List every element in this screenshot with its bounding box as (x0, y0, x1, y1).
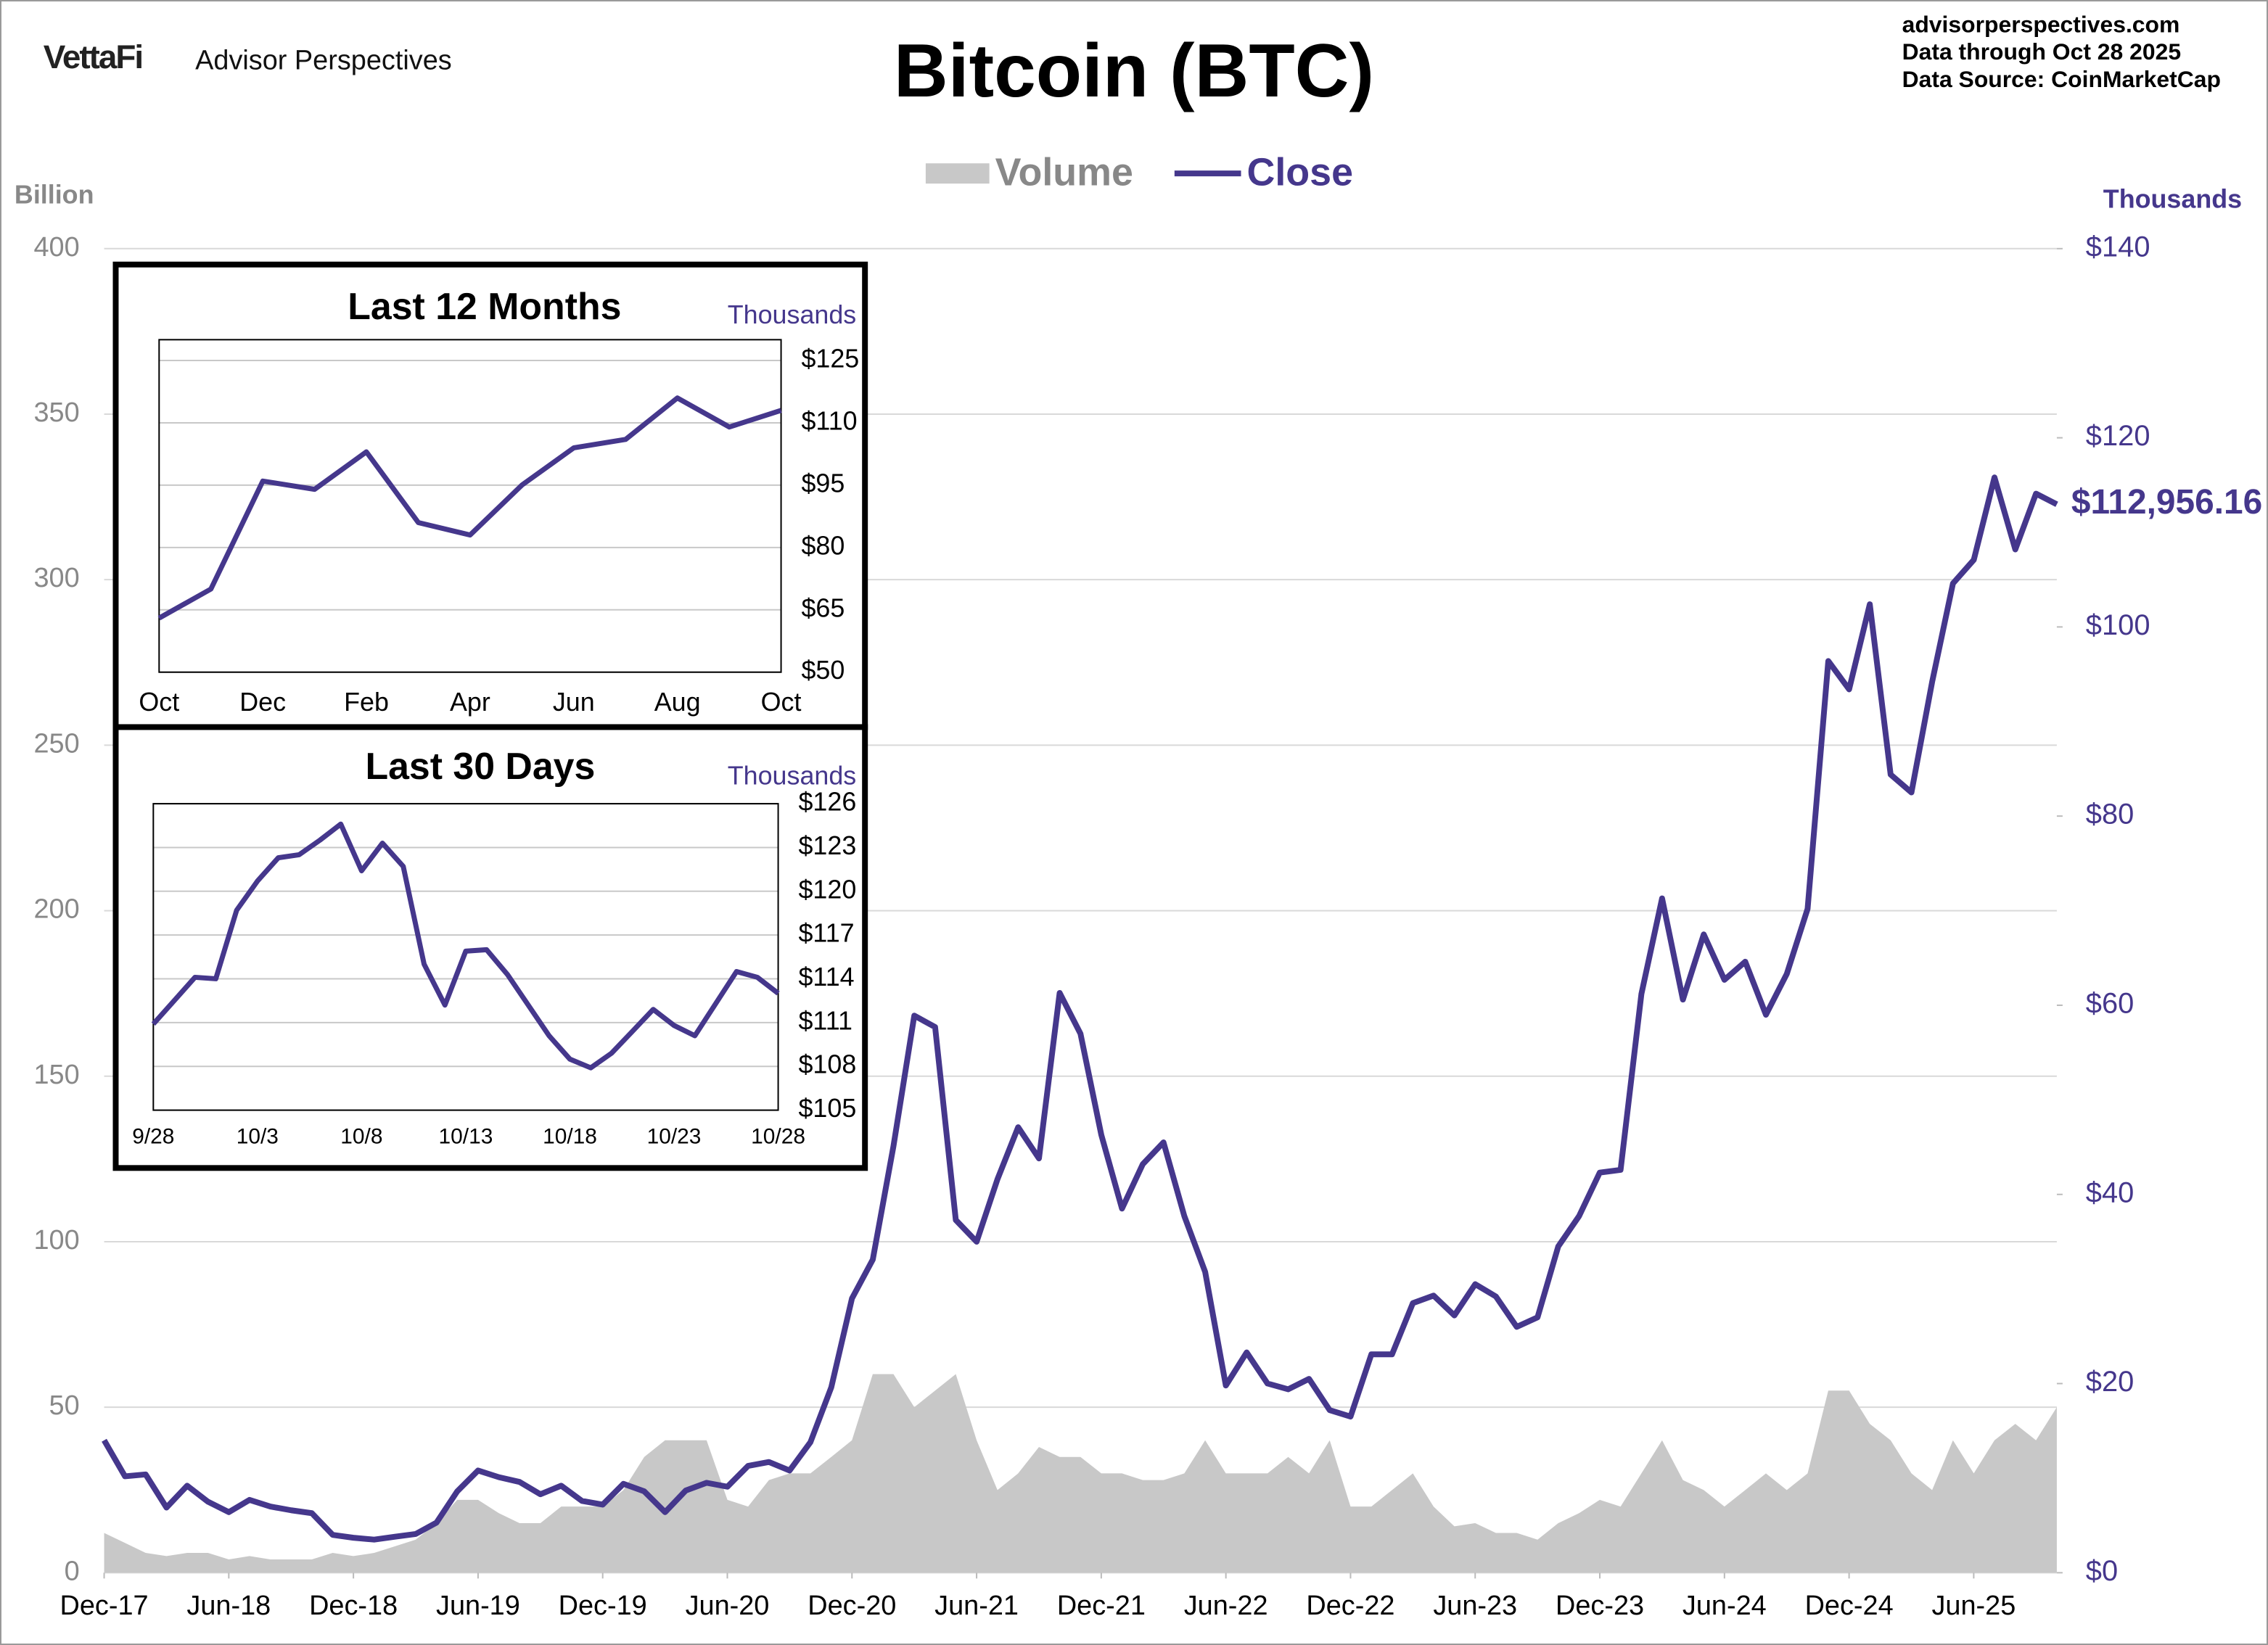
legend-label: Volume (995, 150, 1133, 194)
chart-title: Bitcoin (BTC) (894, 28, 1374, 112)
inset-y-tick-label: $80 (801, 531, 845, 560)
inset-x-tick-label: Apr (450, 688, 490, 717)
source-line: advisorperspectives.com (1902, 11, 2180, 37)
x-tick-label: Jun-22 (1184, 1591, 1268, 1621)
x-tick-label: Jun-20 (686, 1591, 770, 1621)
x-tick-label: Jun-18 (186, 1591, 271, 1621)
x-tick-label: Jun-25 (1932, 1591, 2016, 1621)
y2-tick-label: $20 (2086, 1366, 2135, 1398)
inset-y-tick-label: $114 (798, 962, 854, 991)
inset-y-label: Thousands (728, 300, 856, 329)
source-line: Data through Oct 28 2025 (1902, 38, 2181, 65)
x-tick-label: Dec-23 (1556, 1591, 1644, 1621)
legend-swatch (925, 163, 990, 184)
inset-x-tick-label: Aug (654, 688, 701, 717)
y-tick-label: 100 (33, 1225, 79, 1256)
inset-title: Last 30 Days (365, 745, 595, 787)
inset-y-tick-label: $111 (798, 1006, 852, 1035)
x-tick-label: Jun-23 (1433, 1591, 1517, 1621)
inset-y-tick-label: $123 (798, 831, 856, 860)
y-tick-label: 300 (33, 563, 79, 593)
inset-x-tick-label: Oct (139, 688, 179, 717)
inset-x-tick-label: 9/28 (132, 1124, 174, 1148)
inset-y-tick-label: $120 (798, 875, 856, 904)
x-tick-label: Dec-19 (559, 1591, 647, 1621)
last-value-label: $112,956.16 (2071, 483, 2262, 521)
inset-x-tick-label: 10/18 (543, 1124, 597, 1148)
y2-axis-label: Thousands (2103, 184, 2242, 213)
inset-y-tick-label: $50 (801, 656, 845, 685)
inset-y-tick-label: $95 (801, 469, 845, 498)
x-tick-label: Jun-24 (1682, 1591, 1767, 1621)
inset-y-tick-label: $105 (798, 1094, 856, 1123)
inset-x-tick-label: 10/8 (340, 1124, 382, 1148)
inset-x-tick-label: Jun (553, 688, 595, 717)
x-tick-label: Jun-21 (934, 1591, 1019, 1621)
inset-line (151, 821, 780, 1071)
x-tick-label: Dec-17 (60, 1591, 149, 1621)
brand: Advisor Perspectives (195, 46, 452, 76)
inset-y-tick-label: $126 (798, 788, 856, 817)
inset-box (112, 724, 868, 1171)
inset-box (112, 261, 868, 730)
inset-x-tick-label: 10/23 (647, 1124, 702, 1148)
y-tick-label: 150 (33, 1060, 79, 1090)
x-tick-label: Dec-22 (1306, 1591, 1394, 1621)
y-tick-label: 400 (33, 232, 79, 263)
logo: VettaFi (44, 38, 142, 75)
x-tick-label: Dec-18 (309, 1591, 398, 1621)
inset-y-tick-label: $108 (798, 1050, 856, 1079)
y-axis-label: Billion (15, 181, 94, 210)
y2-tick-label: $100 (2086, 609, 2150, 641)
inset-x-tick-label: Oct (761, 688, 802, 717)
inset-x-tick-label: 10/3 (237, 1124, 279, 1148)
y2-tick-label: $120 (2086, 420, 2150, 452)
x-tick-label: Dec-24 (1805, 1591, 1894, 1621)
inset-x-tick-label: Dec (239, 688, 286, 717)
inset-line (157, 395, 782, 621)
y-tick-label: 250 (33, 728, 79, 759)
inset-plot (152, 803, 779, 1111)
y2-tick-label: $40 (2086, 1176, 2135, 1208)
inset-y-tick-label: $117 (798, 919, 854, 948)
inset-x-tick-label: Feb (344, 688, 389, 717)
y-tick-label: 200 (33, 894, 79, 925)
inset-x-tick-label: 10/13 (439, 1124, 493, 1148)
y2-tick-label: $140 (2086, 231, 2150, 263)
inset-y-tick-label: $125 (801, 344, 859, 373)
y-tick-label: 350 (33, 397, 79, 428)
y2-tick-label: $80 (2086, 799, 2135, 830)
x-tick-label: Dec-20 (808, 1591, 896, 1621)
inset-plot (158, 339, 782, 673)
inset-x-tick-label: 10/28 (751, 1124, 805, 1148)
y-tick-label: 0 (65, 1556, 80, 1586)
y2-tick-label: $0 (2086, 1555, 2118, 1587)
x-tick-label: Dec-21 (1057, 1591, 1146, 1621)
inset-y-tick-label: $110 (801, 406, 857, 435)
inset-y-label: Thousands (728, 762, 856, 791)
y-tick-label: 50 (49, 1390, 80, 1421)
legend-label: Close (1247, 150, 1354, 194)
close-line (102, 474, 2058, 1543)
volume-area (104, 1374, 2057, 1573)
x-tick-label: Jun-19 (436, 1591, 520, 1621)
inset-y-tick-label: $65 (801, 593, 845, 622)
y2-tick-label: $60 (2086, 988, 2135, 1020)
inset-title: Last 12 Months (348, 285, 621, 327)
source-line: Data Source: CoinMarketCap (1902, 66, 2221, 92)
